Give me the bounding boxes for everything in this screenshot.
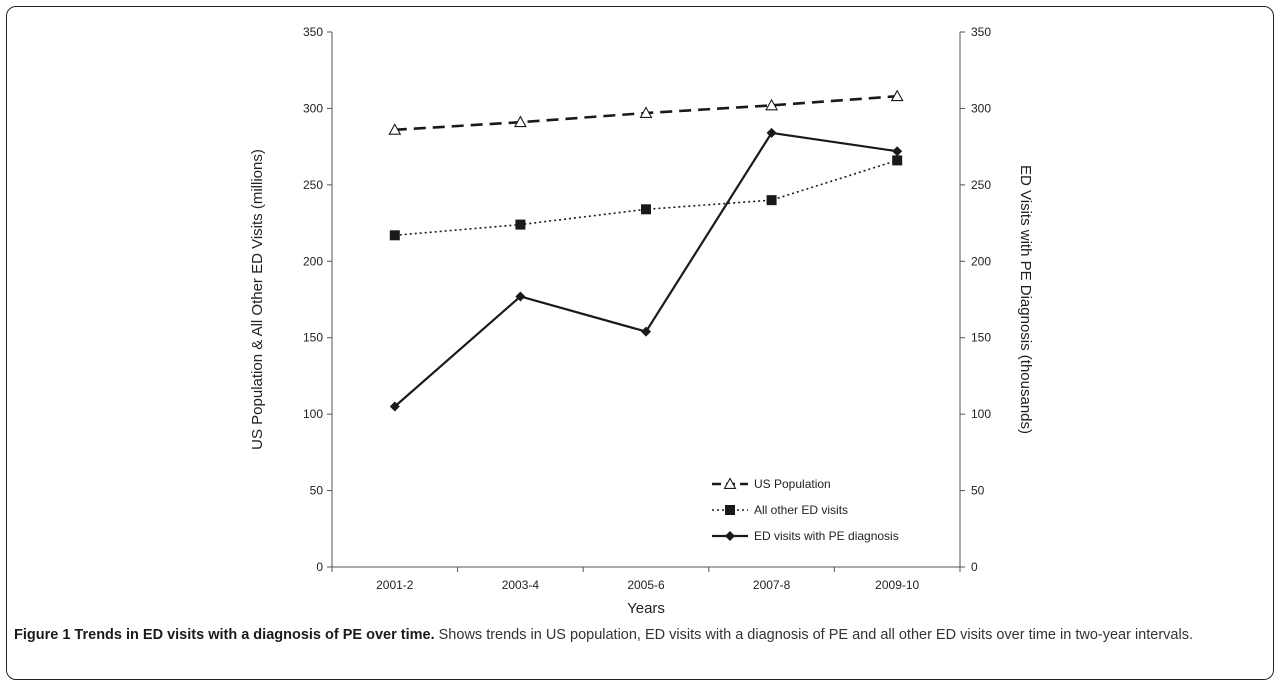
y-tick-label-left: 350 — [303, 25, 323, 39]
data-point-square — [515, 219, 526, 230]
data-point-square — [766, 195, 777, 206]
data-point-triangle — [890, 89, 904, 102]
y-tick-label-left: 200 — [303, 254, 323, 268]
legend-label: All other ED visits — [754, 503, 848, 517]
y-tick-label-left: 50 — [310, 484, 324, 498]
y-tick-label-right: 0 — [971, 560, 978, 574]
y-tick-label-right: 50 — [971, 484, 985, 498]
y-tick-label-right: 200 — [971, 254, 991, 268]
data-point-square — [892, 155, 903, 166]
data-point-diamond — [725, 531, 735, 541]
series-line — [394, 159, 898, 237]
data-point-triangle — [388, 123, 402, 135]
x-tick-label: 2009-10 — [875, 578, 919, 592]
chart-axes: 0 0 50 50 100 100 150 150 200 200 250 250 300 300 350 3… — [303, 25, 991, 592]
data-point-square — [641, 204, 651, 215]
x-tick-label: 2003-4 — [502, 578, 540, 592]
y-tick-label-left: 150 — [303, 331, 323, 345]
x-tick-label: 2001-2 — [376, 578, 414, 592]
y-tick-label-right: 150 — [971, 331, 991, 345]
legend-label: ED visits with PE diagnosis — [754, 529, 899, 543]
series-ed-visits-with-pe-diagnosis — [389, 127, 903, 412]
caption-text: Shows trends in US population, ED visits… — [438, 627, 1193, 643]
series-all-other-ed-visits — [389, 155, 903, 241]
data-point-diamond — [641, 326, 651, 337]
y-tick-label-left: 100 — [303, 407, 323, 421]
data-point-diamond — [766, 127, 777, 138]
y-axis-left-title: US Population & All Other ED Visits (mil… — [249, 149, 266, 450]
legend-item: US Population — [712, 477, 831, 491]
data-point-square — [725, 505, 735, 515]
x-axis-title: Years — [627, 600, 665, 617]
data-point-diamond — [515, 291, 526, 302]
chart-legend: US Population All other ED visits ED visit… — [712, 477, 899, 543]
data-point-triangle — [765, 98, 779, 111]
data-point-square — [389, 230, 400, 241]
data-point-triangle — [723, 477, 737, 489]
legend-item: All other ED visits — [712, 503, 848, 517]
y-axis-right-title: ED Visits with PE Diagnosis (thousands) — [1017, 165, 1034, 434]
y-tick-label-right: 100 — [971, 407, 991, 421]
y-tick-label-right: 250 — [971, 178, 991, 192]
x-tick-label: 2007-8 — [753, 578, 791, 592]
y-tick-label-right: 350 — [971, 25, 991, 39]
legend-item: ED visits with PE diagnosis — [712, 529, 899, 543]
figure-caption: Figure 1 Trends in ED visits with a diag… — [14, 625, 1264, 646]
y-tick-label-right: 300 — [971, 101, 991, 115]
y-tick-label-left: 300 — [303, 101, 323, 115]
x-tick-label: 2005-6 — [627, 578, 665, 592]
data-point-triangle — [513, 115, 527, 128]
chart-series — [388, 89, 904, 412]
series-line — [394, 131, 898, 408]
data-point-diamond — [389, 401, 400, 412]
data-point-diamond — [892, 146, 903, 157]
figure-frame — [6, 6, 1274, 680]
series-us-population — [388, 89, 904, 135]
legend-label: US Population — [754, 477, 831, 491]
caption-title: Figure 1 Trends in ED visits with a diag… — [14, 627, 435, 643]
y-tick-label-left: 250 — [303, 178, 323, 192]
data-point-triangle — [639, 106, 653, 118]
y-tick-label-left: 0 — [316, 560, 323, 574]
